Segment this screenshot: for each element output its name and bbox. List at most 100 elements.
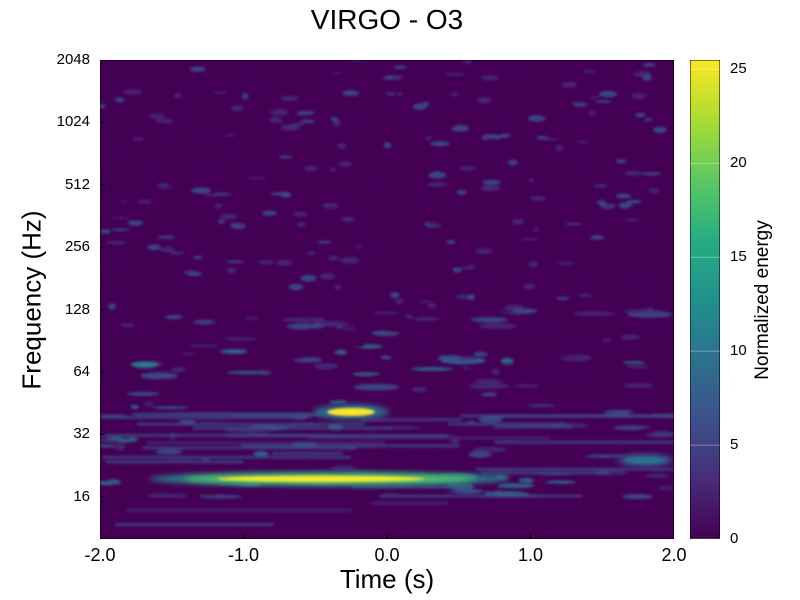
noise-band (493, 425, 572, 429)
noise-blob (629, 230, 647, 237)
noise-blob (496, 309, 516, 314)
noise-blob (412, 316, 439, 322)
noise-blob (154, 122, 169, 130)
noise-blob (300, 274, 317, 282)
noise-blob (478, 322, 517, 329)
noise-band (192, 426, 393, 430)
noise-blob (452, 267, 462, 273)
noise-blob (102, 176, 114, 183)
noise-blob (332, 119, 341, 127)
noise-blob (593, 183, 608, 189)
noise-band (475, 467, 674, 471)
noise-blob (462, 60, 473, 64)
noise-blob (373, 311, 400, 315)
noise-band (351, 485, 469, 489)
noise-blob (165, 315, 183, 320)
noise-blob (407, 452, 453, 459)
noise-band (105, 460, 244, 464)
noise-blob (626, 200, 642, 204)
noise-blob (565, 223, 582, 225)
noise-blob (560, 381, 595, 385)
noise-blob (127, 220, 144, 226)
noise-blob (100, 104, 106, 109)
noise-blob (183, 395, 217, 403)
noise-blob (201, 159, 208, 163)
noise-blob (556, 296, 570, 300)
noise-blob (624, 309, 664, 314)
noise-blob (280, 95, 299, 102)
noise-blob (457, 340, 478, 344)
noise-blob (258, 259, 275, 265)
noise-blob (147, 493, 176, 498)
noise-blob (413, 204, 430, 209)
noise-blob (573, 311, 616, 316)
noise-blob (461, 366, 472, 370)
noise-blob (353, 372, 380, 376)
noise-blob (279, 115, 288, 122)
noise-blob (540, 138, 560, 141)
noise-blob (295, 171, 303, 174)
noise-blob (365, 449, 391, 457)
noise-blob (279, 398, 318, 404)
noise-band (379, 494, 582, 498)
noise-blob (112, 482, 122, 485)
noise-blob (473, 351, 488, 357)
noise-blob (339, 257, 360, 264)
noise-blob (270, 192, 290, 196)
noise-band (240, 444, 460, 448)
noise-blob (452, 125, 469, 132)
noise-blob (586, 191, 603, 195)
noise-blob (628, 205, 636, 211)
noise-blob (385, 372, 406, 379)
noise-blob (558, 118, 575, 123)
noise-blob (337, 342, 366, 349)
noise-blob (111, 228, 130, 231)
noise-blob (412, 387, 428, 393)
noise-blob (212, 181, 221, 185)
noise-blob (601, 219, 619, 222)
noise-blob (122, 89, 143, 95)
noise-blob (472, 276, 487, 282)
noise-blob (480, 75, 499, 81)
noise-blob (327, 140, 334, 147)
colorbar-label: Normalized energy (752, 220, 773, 380)
noise-blob (106, 96, 115, 100)
noise-blob (645, 65, 663, 69)
noise-blob (585, 454, 627, 458)
noise-blob (306, 251, 317, 256)
y-tick-label: 2048 (56, 51, 90, 68)
noise-band (484, 414, 674, 418)
noise-blob (245, 71, 260, 77)
noise-blob (589, 96, 599, 99)
noise-band (126, 508, 353, 512)
noise-blob (484, 269, 499, 275)
noise-blob (119, 200, 129, 203)
noise-blob (344, 112, 354, 118)
noise-blob (316, 240, 332, 244)
noise-band (371, 501, 449, 505)
noise-blob (347, 221, 362, 227)
noise-blob (205, 257, 223, 261)
noise-blob (500, 357, 514, 364)
noise-band (100, 415, 308, 419)
noise-blob (385, 491, 399, 495)
noise-blob (576, 141, 589, 144)
noise-blob (181, 352, 196, 356)
noise-blob (561, 74, 580, 81)
noise-blob (504, 304, 524, 309)
noise-blob (128, 128, 145, 135)
feature-core (327, 408, 376, 417)
feature-core (217, 475, 425, 482)
noise-blob (195, 489, 226, 496)
noise-blob (164, 128, 175, 132)
x-tick-label: -1.0 (227, 545, 260, 565)
noise-blob (342, 90, 360, 97)
noise-band (101, 433, 330, 437)
noise-blob (414, 117, 432, 121)
y-tick-label: 1024 (56, 113, 90, 131)
noise-blob (598, 90, 618, 98)
noise-blob (622, 361, 646, 364)
noise-blob (130, 404, 139, 409)
noise-blob (296, 110, 315, 115)
noise-blob (149, 187, 166, 193)
